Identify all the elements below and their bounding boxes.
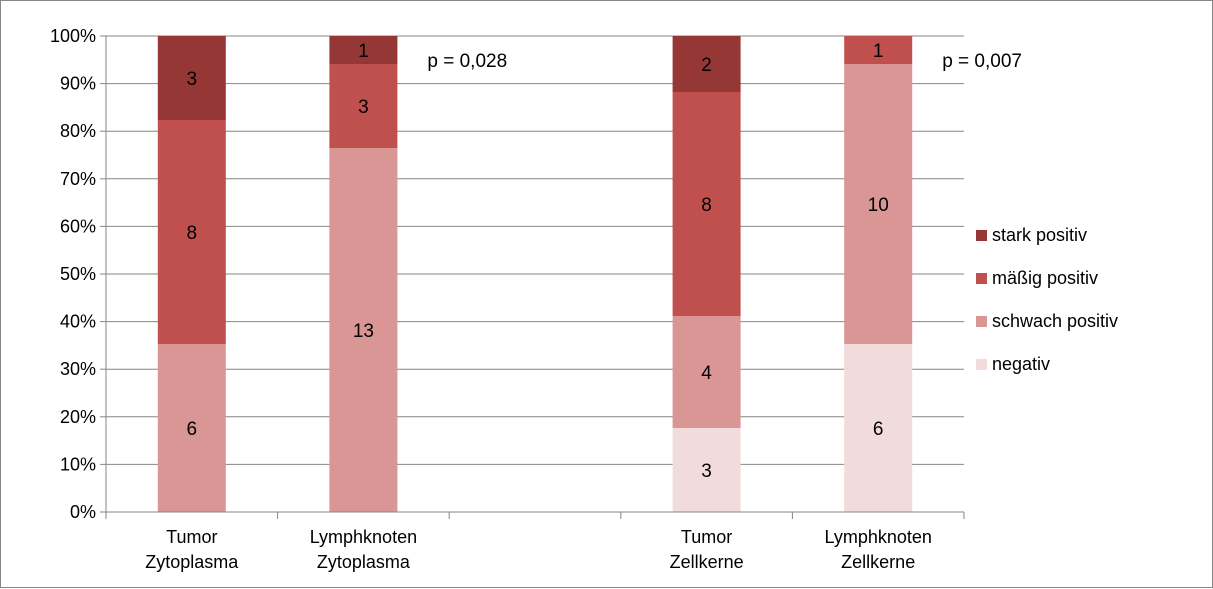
bar-data-label: 6	[187, 419, 198, 440]
legend-label: schwach positiv	[992, 311, 1118, 331]
y-tick-label: 20%	[60, 407, 96, 427]
bar-segment	[329, 36, 398, 64]
y-tick-label: 30%	[60, 359, 96, 379]
y-tick-label: 70%	[60, 169, 96, 189]
x-category-label: Lymphknoten	[824, 527, 931, 547]
y-tick-label: 60%	[60, 216, 96, 236]
p-value-annotation: p = 0,028	[427, 51, 507, 72]
legend-label: negativ	[992, 354, 1050, 374]
bar-data-label: 3	[187, 69, 198, 90]
axes: 0% 10% 20% 30% 40% 50% 60% 70% 80% 90% 100% Tumor Zy…	[50, 26, 965, 572]
bar-data-label: 6	[873, 419, 884, 440]
y-tick-label: 100%	[50, 26, 96, 46]
legend-swatch	[976, 316, 987, 327]
legend-label: mäßig positiv	[992, 268, 1098, 288]
y-tick-label: 0%	[70, 502, 96, 522]
x-category-label: Zellkerne	[670, 552, 744, 572]
x-category-label: Lymphknoten	[310, 527, 417, 547]
bars	[157, 36, 913, 512]
bar-segment	[672, 92, 741, 316]
bar-data-label: 3	[358, 97, 369, 118]
x-category-label: Zytoplasma	[317, 552, 411, 572]
bar-segment	[844, 36, 913, 64]
bar-data-label: 4	[701, 363, 712, 384]
bar-data-label: 10	[868, 195, 889, 216]
bar-segment	[157, 344, 226, 512]
x-category-label: Zellkerne	[841, 552, 915, 572]
bar-segment	[329, 148, 398, 512]
bar-data-label: 1	[873, 41, 884, 62]
bar-data-label: 3	[701, 461, 712, 482]
y-tick-label: 50%	[60, 264, 96, 284]
legend-swatch	[976, 273, 987, 284]
gridlines	[106, 35, 964, 465]
legend-label: stark positiv	[992, 225, 1087, 245]
legend-swatch	[976, 230, 987, 241]
y-tick-label: 10%	[60, 454, 96, 474]
legend: stark positiv mäßig positiv schwach positi…	[976, 225, 1118, 374]
bar-segment	[672, 428, 741, 512]
bar-data-label: 8	[701, 195, 712, 216]
y-tick-label: 90%	[60, 74, 96, 94]
p-value-annotation: p = 0,007	[942, 51, 1022, 72]
bar-data-label: 2	[701, 55, 712, 76]
bar-segment	[157, 36, 226, 120]
x-category-label: Zytoplasma	[145, 552, 239, 572]
bar-segment	[672, 36, 741, 92]
y-tick-label: 80%	[60, 121, 96, 141]
y-tick-label: 40%	[60, 312, 96, 332]
bar-segment	[157, 120, 226, 344]
x-category-label: Tumor	[166, 527, 217, 547]
bar-segment	[329, 64, 398, 148]
bar-segment	[844, 344, 913, 512]
x-category-label: Tumor	[681, 527, 732, 547]
bar-segment	[672, 316, 741, 428]
bar-data-label: 1	[358, 41, 369, 62]
bar-data-label: 8	[187, 223, 198, 244]
legend-swatch	[976, 359, 987, 370]
bar-data-label: 13	[353, 321, 374, 342]
annotations: p = 0,028 p = 0,007	[427, 51, 1022, 72]
bar-segment	[844, 64, 913, 344]
